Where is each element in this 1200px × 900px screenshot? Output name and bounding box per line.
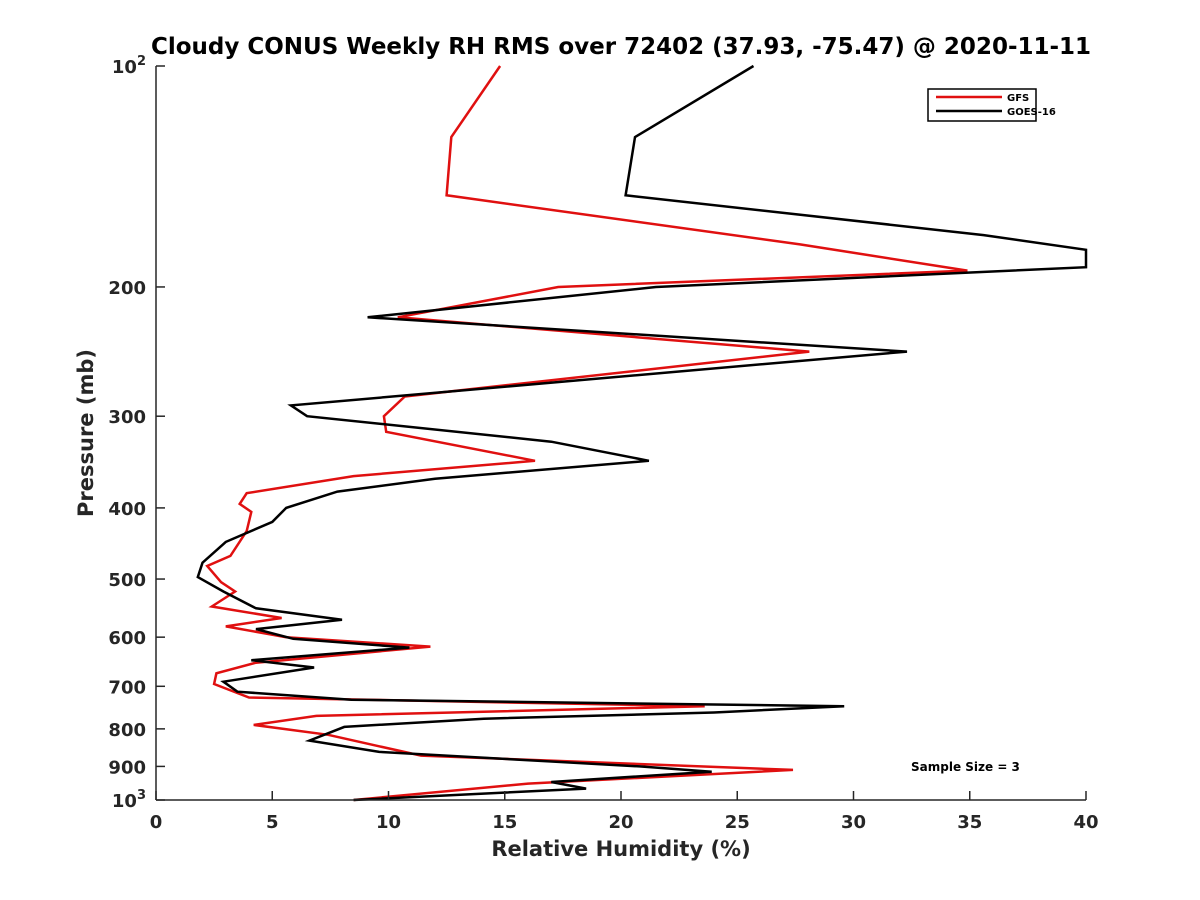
y-tick-label: 900 xyxy=(108,757,146,778)
series-layer xyxy=(196,64,1088,802)
x-tick-label: 30 xyxy=(841,812,866,833)
y-tick-label: 103 xyxy=(112,788,146,812)
x-tick-label: 35 xyxy=(957,812,982,833)
y-tick-label: 102 xyxy=(112,54,146,78)
sample-size-annotation: Sample Size = 3 xyxy=(911,760,1020,774)
x-tick-label: 0 xyxy=(150,812,163,833)
x-tick-label: 40 xyxy=(1073,812,1098,833)
y-axis-label: Pressure (mb) xyxy=(74,349,98,517)
axes: 0 5 10 15 20 25 30 35 40 102 200 300 400 500 600 700 800… xyxy=(108,54,1098,833)
legend-label-goes-16: GOES-16 xyxy=(1007,107,1056,118)
legend-box xyxy=(927,88,1037,122)
y-tick-label: 600 xyxy=(108,628,146,649)
series-line-goes-16 xyxy=(196,64,1088,802)
x-tick-label: 15 xyxy=(492,812,517,833)
y-tick-label: 400 xyxy=(108,499,146,520)
legend-label-gfs: GFS xyxy=(1007,93,1029,104)
chart-title: Cloudy CONUS Weekly RH RMS over 72402 (3… xyxy=(151,34,1091,60)
x-tick-label: 25 xyxy=(725,812,750,833)
legend: GFS GOES-16 xyxy=(927,88,1056,122)
x-tick-label: 10 xyxy=(376,812,401,833)
y-tick-label: 300 xyxy=(108,407,146,428)
y-tick-label: 500 xyxy=(108,570,146,591)
y-tick-label: 800 xyxy=(108,720,146,741)
x-axis-label: Relative Humidity (%) xyxy=(491,837,750,861)
y-tick-label: 200 xyxy=(108,278,146,299)
x-tick-label: 20 xyxy=(608,812,633,833)
x-tick-label: 5 xyxy=(266,812,279,833)
y-tick-label: 700 xyxy=(108,677,146,698)
